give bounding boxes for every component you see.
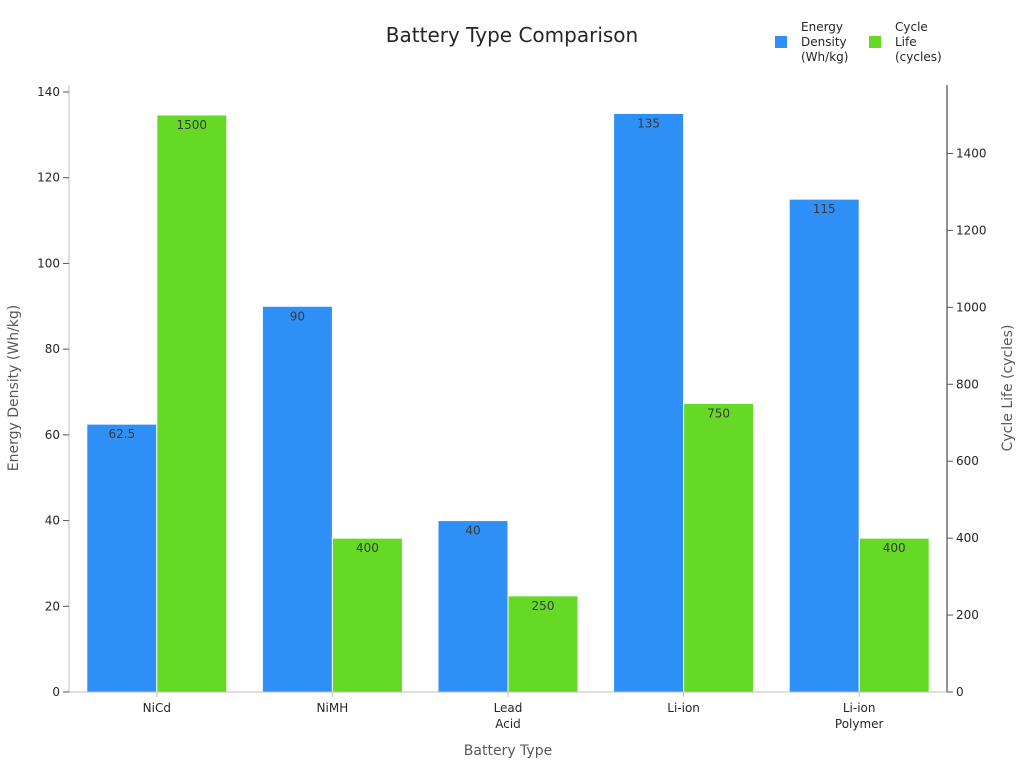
bar-cycle-2 <box>507 595 579 693</box>
axes-layer: NiCd NiMH Lead Acid Li-ion Li-ion Polymer 0 20 40… <box>37 85 987 731</box>
bar-labels-layer: 62.5 1500 90 400 40 250 135 750 115 400 <box>108 116 905 612</box>
bar-label-cycle-0: 1500 <box>177 118 208 132</box>
y-right-tick-label: 1000 <box>956 300 987 314</box>
y-right-tick-label: 0 <box>956 685 964 699</box>
y-left-tick-label: 60 <box>45 428 60 442</box>
x-tick-label: NiCd <box>143 701 171 715</box>
y-right-tick-label: 200 <box>956 608 979 622</box>
x-tick-label: Li-ion Polymer <box>835 701 884 731</box>
bar-cycle-4 <box>858 537 930 693</box>
y-right-tick-label: 1200 <box>956 223 987 237</box>
bar-label-energy-2: 40 <box>465 524 480 538</box>
y-right-tick-label: 400 <box>956 531 979 545</box>
bar-label-energy-0: 62.5 <box>108 427 135 441</box>
bar-energy-0 <box>86 423 158 693</box>
legend-label-0: Energy Density (Wh/kg) <box>801 20 848 64</box>
legend-label-1: Cycle Life (cycles) <box>895 20 942 64</box>
bar-energy-2 <box>437 520 509 693</box>
bar-label-cycle-3: 750 <box>707 407 730 421</box>
chart-title: Battery Type Comparison <box>386 23 638 47</box>
bar-cycle-1 <box>331 537 403 693</box>
legend-swatch-0 <box>775 36 787 48</box>
bar-label-cycle-1: 400 <box>356 541 379 555</box>
bars-layer <box>86 112 930 693</box>
y-axis-left-title: Energy Density (Wh/kg) <box>6 305 22 472</box>
legend-swatch-1 <box>869 36 881 48</box>
y-left-tick-label: 120 <box>37 171 60 185</box>
bar-label-energy-4: 115 <box>813 202 836 216</box>
x-tick-label: Lead Acid <box>494 701 523 731</box>
bar-energy-4 <box>788 198 860 693</box>
y-left-tick-label: 0 <box>52 685 60 699</box>
y-axis-right-title: Cycle Life (cycles) <box>1000 325 1016 452</box>
legend: Energy Density (Wh/kg) Cycle Life (cycles) <box>775 20 942 64</box>
x-tick-label: Li-ion <box>667 701 700 715</box>
x-axis-title: Battery Type <box>464 743 552 759</box>
y-left-tick-label: 40 <box>45 514 60 528</box>
y-right-tick-label: 800 <box>956 377 979 391</box>
bar-energy-1 <box>261 305 333 693</box>
bar-label-energy-1: 90 <box>290 309 305 323</box>
bar-energy-3 <box>613 112 685 693</box>
y-left-tick-label: 100 <box>37 256 60 270</box>
y-right-tick-label: 600 <box>956 454 979 468</box>
bar-label-energy-3: 135 <box>637 116 660 130</box>
y-right-tick-label: 1400 <box>956 146 987 160</box>
y-left-tick-label: 140 <box>37 85 60 99</box>
y-left-tick-label: 80 <box>45 342 60 356</box>
bar-label-cycle-4: 400 <box>883 541 906 555</box>
bar-label-cycle-2: 250 <box>532 599 555 613</box>
bar-cycle-0 <box>156 114 228 693</box>
y-left-tick-label: 20 <box>45 599 60 613</box>
bar-cycle-3 <box>683 403 755 693</box>
x-tick-label: NiMH <box>317 701 349 715</box>
